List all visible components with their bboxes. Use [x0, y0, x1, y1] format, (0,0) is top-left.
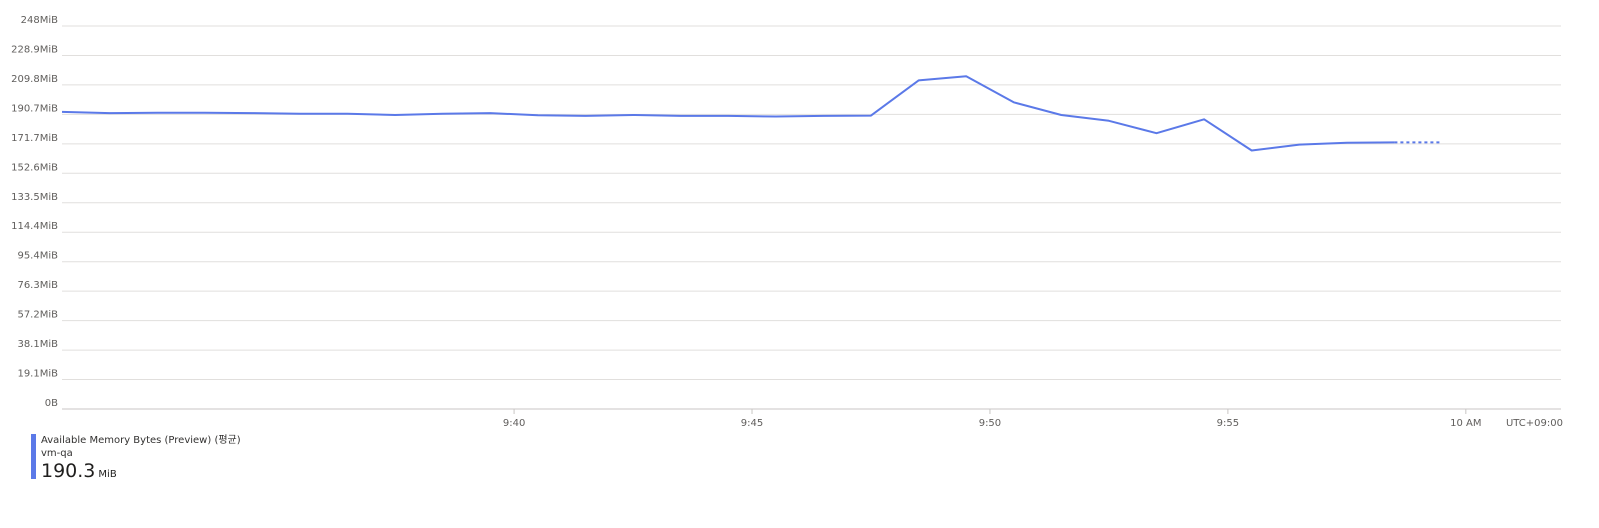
- y-tick-label: 133.5MiB: [11, 192, 58, 203]
- y-tick-label: 248MiB: [21, 15, 58, 26]
- y-tick-label: 19.1MiB: [17, 369, 58, 380]
- legend-value: 190.3: [41, 460, 96, 482]
- timezone-label: UTC+09:00: [1506, 418, 1563, 429]
- x-tick-label: 9:45: [741, 418, 763, 429]
- y-tick-label: 171.7MiB: [11, 133, 58, 144]
- legend-value-row: 190.3 MiB: [41, 460, 241, 486]
- series-line[interactable]: [61, 75, 1395, 152]
- y-tick-label: 228.9MiB: [11, 44, 58, 55]
- x-tick-label: 9:50: [979, 418, 1001, 429]
- y-axis: 248MiB 228.9MiB 209.8MiB 190.7MiB 171.7MiB 15…: [11, 15, 58, 409]
- y-tick-label: 38.1MiB: [17, 339, 58, 350]
- legend-text: Available Memory Bytes (Preview) (평균) vm…: [41, 434, 241, 486]
- x-axis: 9:40 9:45 9:50 9:55 10 AM: [503, 409, 1482, 429]
- legend-color-bar: [31, 434, 36, 479]
- gridlines: [62, 25, 1561, 410]
- x-tick-label: 9:40: [503, 418, 525, 429]
- legend-resource: vm-qa: [41, 448, 73, 459]
- y-tick-label: 76.3MiB: [17, 280, 58, 291]
- y-tick-label: 190.7MiB: [11, 103, 58, 114]
- legend-title: Available Memory Bytes (Preview) (평균): [41, 435, 241, 446]
- y-tick-label: 95.4MiB: [17, 251, 58, 262]
- y-tick-label: 57.2MiB: [17, 310, 58, 321]
- series-lines[interactable]: [61, 75, 1442, 152]
- y-tick-label: 209.8MiB: [11, 74, 58, 85]
- y-tick-label: 152.6MiB: [11, 162, 58, 173]
- x-tick-label: 10 AM: [1450, 418, 1481, 429]
- x-tick-label: 9:55: [1217, 418, 1239, 429]
- y-tick-label: 114.4MiB: [11, 221, 58, 232]
- legend-unit: MiB: [98, 469, 117, 480]
- y-tick-label: 0B: [45, 398, 58, 409]
